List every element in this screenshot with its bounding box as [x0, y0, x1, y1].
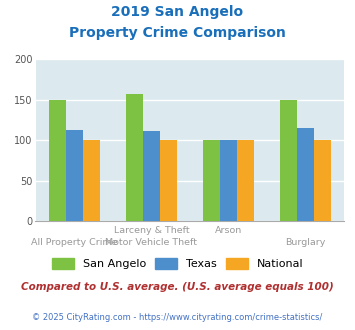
Text: Motor Vehicle Theft: Motor Vehicle Theft: [105, 238, 197, 247]
Bar: [314, 140, 331, 221]
Bar: [83, 140, 100, 221]
Bar: [237, 140, 254, 221]
Bar: [280, 100, 297, 221]
Text: Larceny & Theft: Larceny & Theft: [114, 226, 189, 235]
Bar: [297, 128, 314, 221]
Text: Arson: Arson: [215, 226, 242, 235]
Bar: [126, 94, 143, 221]
Bar: [160, 140, 177, 221]
Text: Compared to U.S. average. (U.S. average equals 100): Compared to U.S. average. (U.S. average …: [21, 282, 334, 292]
Bar: [143, 131, 160, 221]
Text: Burglary: Burglary: [285, 238, 326, 247]
Bar: [49, 100, 66, 221]
Text: All Property Crime: All Property Crime: [31, 238, 118, 247]
Bar: [66, 130, 83, 221]
Text: Property Crime Comparison: Property Crime Comparison: [69, 26, 286, 40]
Text: © 2025 CityRating.com - https://www.cityrating.com/crime-statistics/: © 2025 CityRating.com - https://www.city…: [32, 314, 323, 322]
Legend: San Angelo, Texas, National: San Angelo, Texas, National: [51, 258, 304, 270]
Text: 2019 San Angelo: 2019 San Angelo: [111, 5, 244, 19]
Bar: [220, 140, 237, 221]
Bar: [203, 140, 220, 221]
